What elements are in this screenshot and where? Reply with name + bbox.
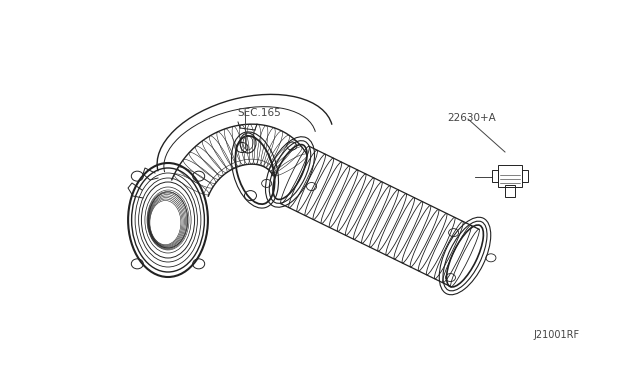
Bar xyxy=(492,170,498,182)
Bar xyxy=(522,170,528,182)
Bar xyxy=(498,165,522,187)
Text: 22630+A: 22630+A xyxy=(447,113,496,123)
Text: J21001RF: J21001RF xyxy=(534,330,580,340)
Text: SEC.165: SEC.165 xyxy=(237,108,281,118)
Bar xyxy=(505,185,515,197)
